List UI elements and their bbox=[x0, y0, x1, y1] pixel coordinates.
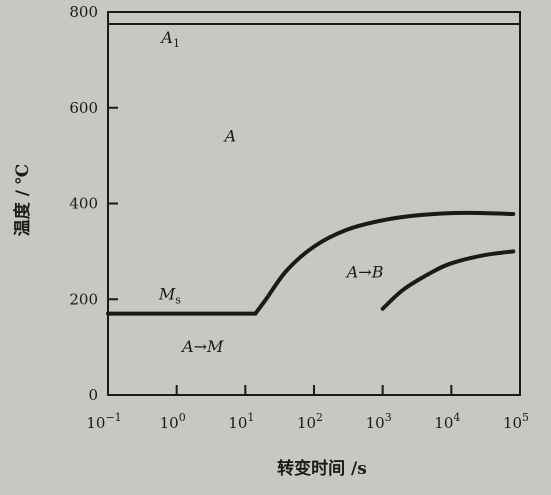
annotation-subscript: s bbox=[175, 293, 181, 306]
x-tick-base: 10 bbox=[297, 414, 316, 432]
x-tick-label: 101 bbox=[228, 411, 254, 432]
x-axis-label: 转变时间 /s bbox=[277, 458, 367, 479]
annotation-main: A bbox=[223, 126, 237, 145]
annotation-a-to-b: A→B bbox=[345, 263, 384, 282]
x-tick-exponent: −1 bbox=[105, 411, 121, 424]
x-axis-ticks: 10−1 100 101 102 103 104 105 bbox=[86, 385, 529, 432]
y-tick-label: 200 bbox=[69, 290, 98, 308]
series-group bbox=[106, 23, 521, 316]
x-tick-base: 10 bbox=[503, 414, 522, 432]
x-tick-exponent: 4 bbox=[453, 411, 460, 424]
x-tick-label: 105 bbox=[503, 411, 529, 432]
y-axis-ticks: 0 200 400 600 800 bbox=[69, 3, 118, 404]
x-tick-base: 10 bbox=[434, 414, 453, 432]
annotation-main: A→M bbox=[180, 337, 224, 356]
x-tick-label: 104 bbox=[434, 411, 460, 432]
x-tick-exponent: 2 bbox=[316, 411, 323, 424]
x-tick-base: 10 bbox=[86, 414, 105, 432]
annotation-austenite: A bbox=[223, 126, 237, 145]
bainite-finish-curve bbox=[380, 249, 516, 311]
annotation-main: A bbox=[159, 28, 173, 47]
x-tick-exponent: 3 bbox=[385, 411, 392, 424]
x-tick-label: 10−1 bbox=[86, 411, 121, 432]
y-tick-label: 800 bbox=[69, 3, 98, 21]
x-tick-base: 10 bbox=[228, 414, 247, 432]
x-tick-exponent: 0 bbox=[179, 411, 186, 424]
y-axis-label: 温度 / ℃ bbox=[12, 164, 33, 236]
annotation-subscript: 1 bbox=[173, 37, 180, 50]
annotation-a-to-m: A→M bbox=[180, 337, 224, 356]
annotation-main: A→B bbox=[345, 263, 384, 282]
x-tick-label: 100 bbox=[160, 411, 186, 432]
x-tick-label: 102 bbox=[297, 411, 323, 432]
plot-frame bbox=[107, 11, 521, 396]
annotation-a1: A1 bbox=[159, 28, 180, 50]
x-tick-label: 103 bbox=[366, 411, 392, 432]
annotation-ms: Ms bbox=[158, 284, 181, 306]
x-tick-exponent: 1 bbox=[247, 411, 254, 424]
annotation-main: M bbox=[158, 284, 176, 303]
bainite-start-curve bbox=[253, 210, 516, 316]
y-tick-label: 600 bbox=[69, 99, 98, 117]
x-tick-exponent: 5 bbox=[522, 411, 529, 424]
x-tick-base: 10 bbox=[160, 414, 179, 432]
y-tick-label: 0 bbox=[88, 386, 98, 404]
x-tick-base: 10 bbox=[366, 414, 385, 432]
y-tick-label: 400 bbox=[69, 195, 98, 213]
